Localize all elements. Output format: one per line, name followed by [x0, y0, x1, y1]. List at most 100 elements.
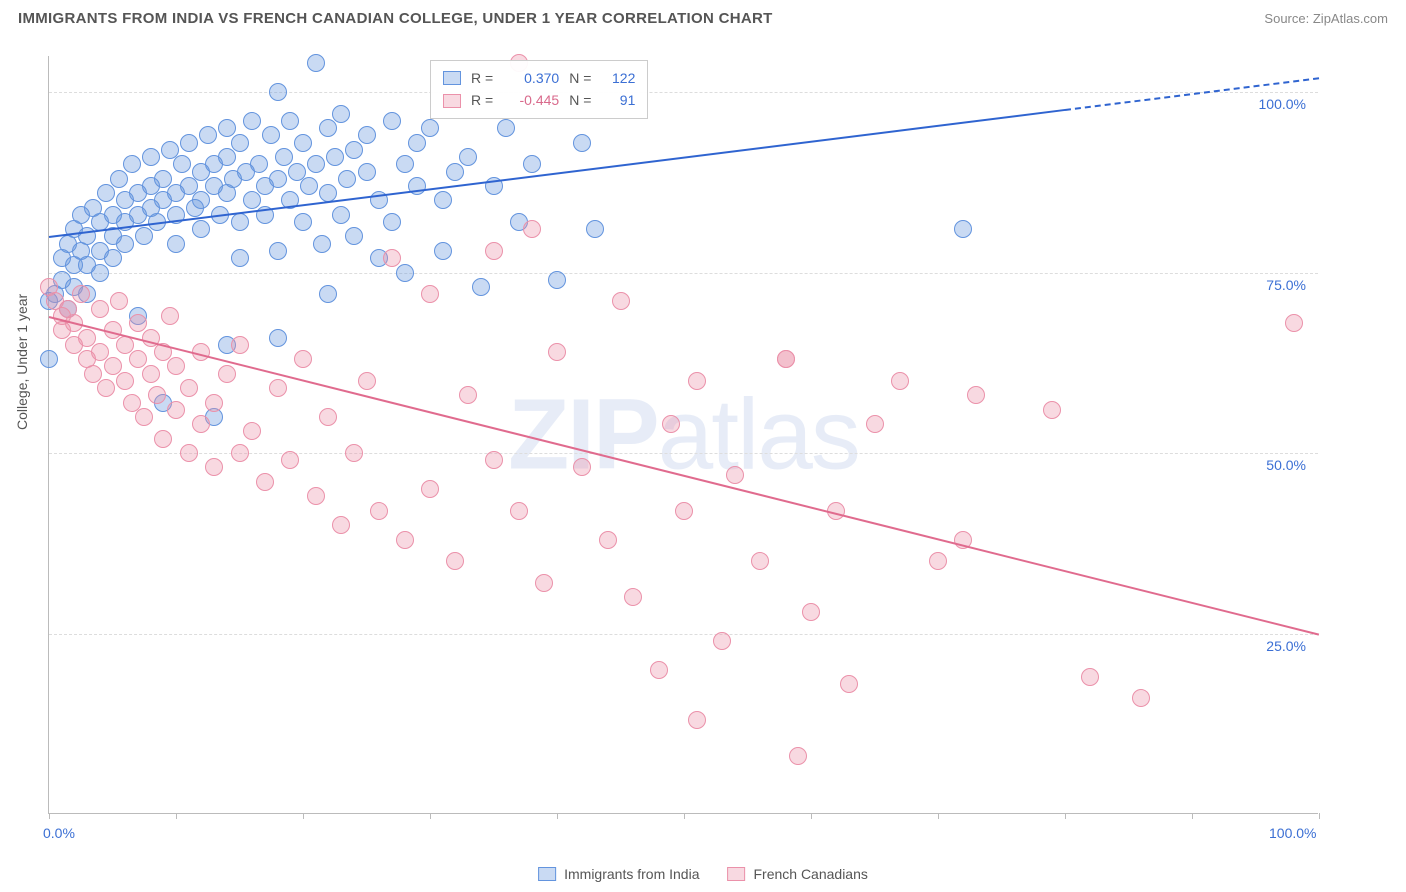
scatter-point: [383, 112, 401, 130]
scatter-point: [154, 430, 172, 448]
scatter-point: [586, 220, 604, 238]
scatter-point: [326, 148, 344, 166]
scatter-point: [345, 227, 363, 245]
scatter-point: [307, 54, 325, 72]
scatter-point: [396, 264, 414, 282]
scatter-point: [510, 502, 528, 520]
scatter-point: [256, 473, 274, 491]
source-label: Source:: [1264, 11, 1309, 26]
y-tick-label: 75.0%: [1266, 277, 1306, 293]
scatter-plot-area: ZIPatlas 25.0%50.0%75.0%100.0%0.0%100.0%…: [48, 56, 1318, 814]
scatter-point: [472, 278, 490, 296]
scatter-point: [485, 451, 503, 469]
scatter-point: [148, 386, 166, 404]
scatter-point: [231, 336, 249, 354]
scatter-point: [396, 155, 414, 173]
scatter-point: [110, 170, 128, 188]
chart-header: IMMIGRANTS FROM INDIA VS FRENCH CANADIAN…: [0, 0, 1406, 33]
scatter-point: [205, 394, 223, 412]
scatter-point: [650, 661, 668, 679]
scatter-point: [421, 480, 439, 498]
scatter-point: [91, 264, 109, 282]
scatter-point: [332, 206, 350, 224]
scatter-point: [662, 415, 680, 433]
scatter-point: [123, 155, 141, 173]
scatter-point: [535, 574, 553, 592]
x-tick-mark: [938, 813, 939, 819]
scatter-point: [218, 365, 236, 383]
x-tick-mark: [1319, 813, 1320, 819]
scatter-point: [1285, 314, 1303, 332]
y-tick-label: 25.0%: [1266, 638, 1306, 654]
scatter-point: [167, 357, 185, 375]
scatter-point: [294, 350, 312, 368]
scatter-point: [358, 163, 376, 181]
legend-label-india: Immigrants from India: [564, 866, 699, 882]
x-tick-mark: [49, 813, 50, 819]
x-tick-mark: [176, 813, 177, 819]
x-tick-label: 0.0%: [43, 825, 75, 841]
scatter-point: [383, 249, 401, 267]
scatter-point: [142, 148, 160, 166]
scatter-point: [446, 163, 464, 181]
scatter-point: [231, 213, 249, 231]
scatter-point: [434, 191, 452, 209]
legend-row: R =0.370N =122: [443, 67, 635, 89]
scatter-point: [396, 531, 414, 549]
scatter-point: [688, 372, 706, 390]
scatter-point: [421, 119, 439, 137]
scatter-point: [1132, 689, 1150, 707]
scatter-point: [231, 249, 249, 267]
legend-swatch-india: [538, 867, 556, 881]
scatter-point: [307, 155, 325, 173]
scatter-point: [313, 235, 331, 253]
y-axis-label: College, Under 1 year: [14, 294, 30, 430]
scatter-point: [104, 249, 122, 267]
scatter-point: [319, 119, 337, 137]
scatter-point: [281, 112, 299, 130]
legend-label-french: French Canadians: [753, 866, 867, 882]
scatter-point: [954, 220, 972, 238]
legend-n-value: 122: [601, 67, 635, 89]
scatter-point: [789, 747, 807, 765]
scatter-point: [866, 415, 884, 433]
legend-swatch-french: [727, 867, 745, 881]
scatter-point: [135, 408, 153, 426]
x-tick-mark: [557, 813, 558, 819]
scatter-point: [243, 112, 261, 130]
scatter-point: [135, 227, 153, 245]
y-tick-label: 50.0%: [1266, 457, 1306, 473]
scatter-point: [319, 408, 337, 426]
scatter-point: [370, 502, 388, 520]
scatter-point: [332, 516, 350, 534]
scatter-point: [345, 141, 363, 159]
correlation-legend: R =0.370N =122R =-0.445N =91: [430, 60, 648, 119]
scatter-point: [192, 220, 210, 238]
scatter-point: [777, 350, 795, 368]
gridline: [49, 92, 1318, 93]
legend-r-value: -0.445: [503, 89, 559, 111]
scatter-point: [523, 220, 541, 238]
scatter-point: [269, 379, 287, 397]
scatter-point: [338, 170, 356, 188]
scatter-point: [269, 83, 287, 101]
scatter-point: [218, 148, 236, 166]
scatter-point: [319, 285, 337, 303]
scatter-point: [231, 444, 249, 462]
scatter-point: [929, 552, 947, 570]
scatter-point: [751, 552, 769, 570]
source-value: ZipAtlas.com: [1313, 11, 1388, 26]
scatter-point: [294, 213, 312, 231]
scatter-point: [358, 372, 376, 390]
x-tick-mark: [1192, 813, 1193, 819]
legend-swatch: [443, 71, 461, 85]
scatter-point: [110, 292, 128, 310]
scatter-point: [675, 502, 693, 520]
scatter-point: [161, 307, 179, 325]
legend-r-value: 0.370: [503, 67, 559, 89]
scatter-point: [294, 134, 312, 152]
scatter-point: [269, 242, 287, 260]
scatter-point: [332, 105, 350, 123]
y-tick-label: 100.0%: [1259, 96, 1306, 112]
scatter-point: [840, 675, 858, 693]
